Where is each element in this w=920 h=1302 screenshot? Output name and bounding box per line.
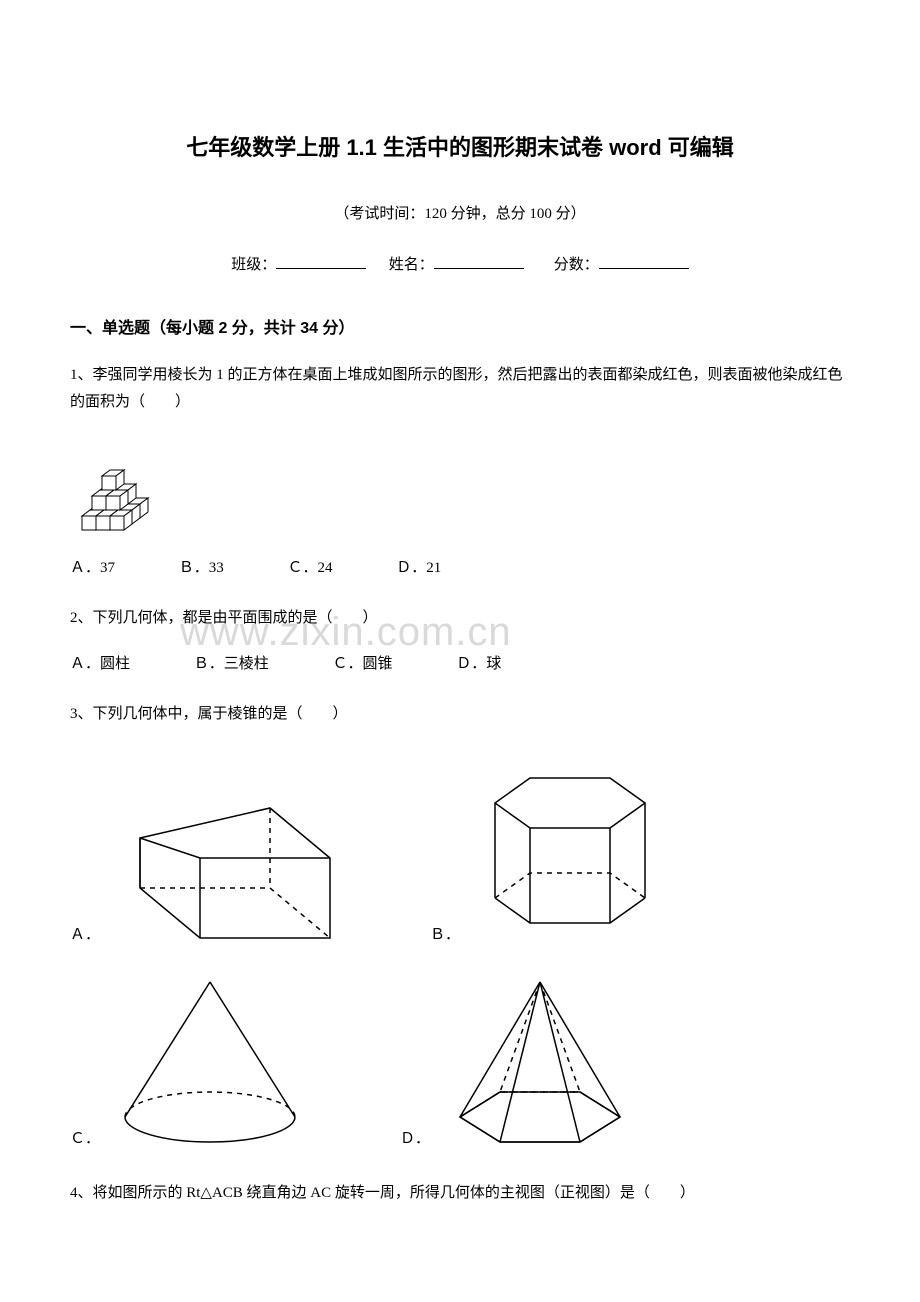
q1-choices: Ａ．37 Ｂ．33 Ｃ．24 Ｄ．21 (70, 556, 850, 577)
q2-choice-a: Ａ．圆柱 (70, 652, 130, 673)
name-label: 姓名： (389, 257, 434, 273)
q3-figure-b (470, 748, 670, 948)
page-title: 七年级数学上册 1.1 生活中的图形期末试卷 word 可编辑 (70, 130, 850, 162)
q2-choice-c: Ｃ．圆锥 (333, 652, 393, 673)
q3-label-a: Ａ． (70, 923, 100, 948)
score-blank (599, 254, 689, 269)
q1-figure (70, 436, 850, 536)
fillin-row: 班级： 姓名： 分数： (70, 253, 850, 274)
q3-row1: Ａ． Ｂ． (70, 748, 850, 948)
q3-label-b: Ｂ． (430, 923, 460, 948)
q1-choice-d: Ｄ．21 (396, 556, 441, 577)
q3-text: 3、下列几何体中，属于棱锥的是（ ） (70, 701, 850, 728)
q3-row2: Ｃ． Ｄ． (70, 972, 850, 1152)
section-1-header: 一、单选题（每小题 2 分，共计 34 分） (70, 314, 850, 338)
q3-label-d: Ｄ． (400, 1127, 430, 1152)
class-blank (276, 254, 366, 269)
name-blank (434, 254, 524, 269)
q2-text: 2、下列几何体，都是由平面围成的是（ ） (70, 605, 850, 632)
q3-figure-a (110, 768, 350, 948)
q2-choices: Ａ．圆柱 Ｂ．三棱柱 Ｃ．圆锥 Ｄ．球 (70, 652, 850, 673)
q1-choice-a: Ａ．37 (70, 556, 115, 577)
q3-figure-c (110, 972, 310, 1152)
q3-label-c: Ｃ． (70, 1127, 100, 1152)
q4-text: 4、将如图所示的 Rt△ACB 绕直角边 AC 旋转一周，所得几何体的主视图（正… (70, 1180, 850, 1207)
q1-choice-b: Ｂ．33 (179, 556, 224, 577)
exam-meta: （考试时间：120 分钟，总分 100 分） (70, 202, 850, 223)
q1-choice-c: Ｃ．24 (288, 556, 333, 577)
q2-choice-d: Ｄ．球 (456, 652, 501, 673)
q1-text: 1、李强同学用棱长为 1 的正方体在桌面上堆成如图所示的图形，然后把露出的表面都… (70, 362, 850, 416)
score-label: 分数： (554, 257, 599, 273)
class-label: 班级： (231, 257, 276, 273)
q2-choice-b: Ｂ．三棱柱 (194, 652, 269, 673)
q3-figure-d (440, 972, 640, 1152)
